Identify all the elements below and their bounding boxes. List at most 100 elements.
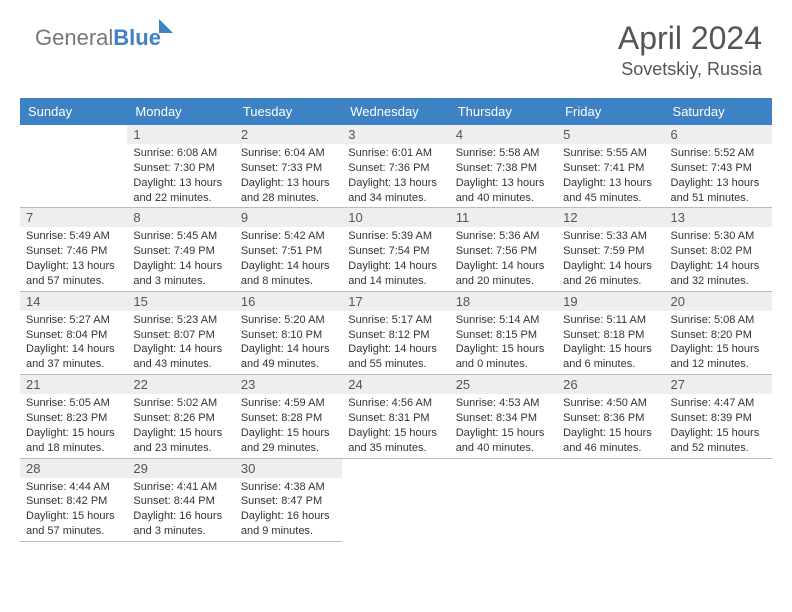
calendar-cell (557, 458, 664, 541)
day-detail: Sunrise: 5:17 AMSunset: 8:12 PMDaylight:… (342, 311, 449, 374)
calendar-cell: 22Sunrise: 5:02 AMSunset: 8:26 PMDayligh… (127, 375, 234, 458)
calendar-cell (20, 125, 127, 208)
calendar-week: 1Sunrise: 6:08 AMSunset: 7:30 PMDaylight… (20, 125, 772, 208)
day-number: 15 (127, 292, 234, 311)
calendar-cell: 29Sunrise: 4:41 AMSunset: 8:44 PMDayligh… (127, 458, 234, 541)
calendar-week: 28Sunrise: 4:44 AMSunset: 8:42 PMDayligh… (20, 458, 772, 541)
weekday-header: Thursday (450, 98, 557, 125)
calendar-cell: 8Sunrise: 5:45 AMSunset: 7:49 PMDaylight… (127, 208, 234, 291)
day-detail: Sunrise: 5:33 AMSunset: 7:59 PMDaylight:… (557, 227, 664, 290)
calendar-cell: 13Sunrise: 5:30 AMSunset: 8:02 PMDayligh… (665, 208, 772, 291)
day-number: 30 (235, 459, 342, 478)
day-detail: Sunrise: 4:56 AMSunset: 8:31 PMDaylight:… (342, 394, 449, 457)
day-detail: Sunrise: 5:14 AMSunset: 8:15 PMDaylight:… (450, 311, 557, 374)
calendar-cell: 21Sunrise: 5:05 AMSunset: 8:23 PMDayligh… (20, 375, 127, 458)
day-number: 18 (450, 292, 557, 311)
day-number: 1 (127, 125, 234, 144)
day-detail: Sunrise: 4:53 AMSunset: 8:34 PMDaylight:… (450, 394, 557, 457)
day-detail: Sunrise: 5:45 AMSunset: 7:49 PMDaylight:… (127, 227, 234, 290)
calendar-cell: 9Sunrise: 5:42 AMSunset: 7:51 PMDaylight… (235, 208, 342, 291)
day-number: 22 (127, 375, 234, 394)
day-detail: Sunrise: 5:30 AMSunset: 8:02 PMDaylight:… (665, 227, 772, 290)
day-detail: Sunrise: 4:41 AMSunset: 8:44 PMDaylight:… (127, 478, 234, 541)
calendar-cell: 25Sunrise: 4:53 AMSunset: 8:34 PMDayligh… (450, 375, 557, 458)
calendar-cell: 14Sunrise: 5:27 AMSunset: 8:04 PMDayligh… (20, 291, 127, 374)
day-detail: Sunrise: 5:49 AMSunset: 7:46 PMDaylight:… (20, 227, 127, 290)
calendar-cell: 3Sunrise: 6:01 AMSunset: 7:36 PMDaylight… (342, 125, 449, 208)
calendar-cell: 20Sunrise: 5:08 AMSunset: 8:20 PMDayligh… (665, 291, 772, 374)
day-number: 8 (127, 208, 234, 227)
logo: GeneralBlue (35, 25, 173, 51)
day-number: 9 (235, 208, 342, 227)
logo-blue: Blue (113, 25, 161, 50)
calendar-cell: 30Sunrise: 4:38 AMSunset: 8:47 PMDayligh… (235, 458, 342, 541)
calendar-cell: 4Sunrise: 5:58 AMSunset: 7:38 PMDaylight… (450, 125, 557, 208)
day-number: 11 (450, 208, 557, 227)
day-detail: Sunrise: 5:20 AMSunset: 8:10 PMDaylight:… (235, 311, 342, 374)
day-detail: Sunrise: 5:39 AMSunset: 7:54 PMDaylight:… (342, 227, 449, 290)
day-number: 2 (235, 125, 342, 144)
day-number: 13 (665, 208, 772, 227)
day-number: 25 (450, 375, 557, 394)
day-number: 26 (557, 375, 664, 394)
day-number: 7 (20, 208, 127, 227)
calendar-cell (665, 458, 772, 541)
calendar-week: 7Sunrise: 5:49 AMSunset: 7:46 PMDaylight… (20, 208, 772, 291)
day-detail: Sunrise: 5:42 AMSunset: 7:51 PMDaylight:… (235, 227, 342, 290)
day-number: 21 (20, 375, 127, 394)
calendar-week: 21Sunrise: 5:05 AMSunset: 8:23 PMDayligh… (20, 375, 772, 458)
day-number: 14 (20, 292, 127, 311)
day-detail: Sunrise: 4:38 AMSunset: 8:47 PMDaylight:… (235, 478, 342, 541)
logo-general: General (35, 25, 113, 50)
day-number: 29 (127, 459, 234, 478)
day-number: 10 (342, 208, 449, 227)
calendar-cell: 15Sunrise: 5:23 AMSunset: 8:07 PMDayligh… (127, 291, 234, 374)
day-number: 20 (665, 292, 772, 311)
day-number: 24 (342, 375, 449, 394)
day-detail: Sunrise: 5:08 AMSunset: 8:20 PMDaylight:… (665, 311, 772, 374)
day-number: 4 (450, 125, 557, 144)
calendar-cell: 27Sunrise: 4:47 AMSunset: 8:39 PMDayligh… (665, 375, 772, 458)
day-detail: Sunrise: 5:23 AMSunset: 8:07 PMDaylight:… (127, 311, 234, 374)
calendar-cell: 19Sunrise: 5:11 AMSunset: 8:18 PMDayligh… (557, 291, 664, 374)
logo-icon (159, 19, 173, 33)
location: Sovetskiy, Russia (20, 59, 762, 80)
day-number: 27 (665, 375, 772, 394)
day-detail: Sunrise: 5:36 AMSunset: 7:56 PMDaylight:… (450, 227, 557, 290)
weekday-header: Friday (557, 98, 664, 125)
day-detail: Sunrise: 6:04 AMSunset: 7:33 PMDaylight:… (235, 144, 342, 207)
calendar-cell: 16Sunrise: 5:20 AMSunset: 8:10 PMDayligh… (235, 291, 342, 374)
calendar-cell: 10Sunrise: 5:39 AMSunset: 7:54 PMDayligh… (342, 208, 449, 291)
calendar-cell: 23Sunrise: 4:59 AMSunset: 8:28 PMDayligh… (235, 375, 342, 458)
calendar-cell (450, 458, 557, 541)
calendar-cell: 1Sunrise: 6:08 AMSunset: 7:30 PMDaylight… (127, 125, 234, 208)
day-number: 23 (235, 375, 342, 394)
day-number: 28 (20, 459, 127, 478)
calendar-cell: 2Sunrise: 6:04 AMSunset: 7:33 PMDaylight… (235, 125, 342, 208)
calendar: Sunday Monday Tuesday Wednesday Thursday… (20, 98, 772, 542)
day-number: 3 (342, 125, 449, 144)
calendar-cell: 12Sunrise: 5:33 AMSunset: 7:59 PMDayligh… (557, 208, 664, 291)
calendar-cell: 18Sunrise: 5:14 AMSunset: 8:15 PMDayligh… (450, 291, 557, 374)
calendar-cell: 28Sunrise: 4:44 AMSunset: 8:42 PMDayligh… (20, 458, 127, 541)
calendar-body: 1Sunrise: 6:08 AMSunset: 7:30 PMDaylight… (20, 125, 772, 541)
day-number: 5 (557, 125, 664, 144)
weekday-header-row: Sunday Monday Tuesday Wednesday Thursday… (20, 98, 772, 125)
day-detail: Sunrise: 6:01 AMSunset: 7:36 PMDaylight:… (342, 144, 449, 207)
weekday-header: Tuesday (235, 98, 342, 125)
weekday-header: Saturday (665, 98, 772, 125)
calendar-cell: 17Sunrise: 5:17 AMSunset: 8:12 PMDayligh… (342, 291, 449, 374)
weekday-header: Wednesday (342, 98, 449, 125)
weekday-header: Sunday (20, 98, 127, 125)
day-number: 17 (342, 292, 449, 311)
calendar-cell: 5Sunrise: 5:55 AMSunset: 7:41 PMDaylight… (557, 125, 664, 208)
day-detail: Sunrise: 4:47 AMSunset: 8:39 PMDaylight:… (665, 394, 772, 457)
day-detail: Sunrise: 5:02 AMSunset: 8:26 PMDaylight:… (127, 394, 234, 457)
calendar-cell: 26Sunrise: 4:50 AMSunset: 8:36 PMDayligh… (557, 375, 664, 458)
day-detail: Sunrise: 5:55 AMSunset: 7:41 PMDaylight:… (557, 144, 664, 207)
day-detail: Sunrise: 4:59 AMSunset: 8:28 PMDaylight:… (235, 394, 342, 457)
calendar-cell: 6Sunrise: 5:52 AMSunset: 7:43 PMDaylight… (665, 125, 772, 208)
day-detail: Sunrise: 5:52 AMSunset: 7:43 PMDaylight:… (665, 144, 772, 207)
weekday-header: Monday (127, 98, 234, 125)
day-number: 6 (665, 125, 772, 144)
